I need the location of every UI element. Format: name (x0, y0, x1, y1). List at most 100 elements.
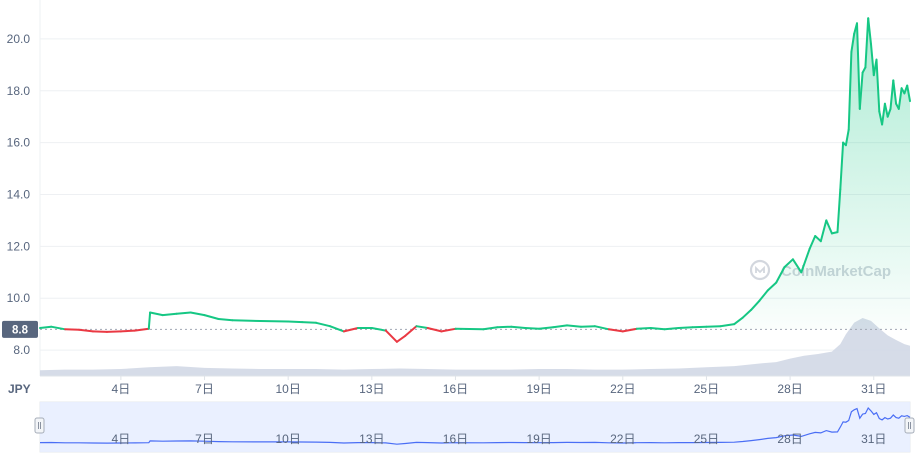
price-line-segment (415, 325, 429, 329)
current-price-label: 8.8 (12, 324, 29, 336)
price-line-segment (593, 325, 610, 331)
price-line-segment (870, 43, 875, 77)
price-line-segment (621, 327, 638, 333)
range-navigator[interactable]: 4日 7日 10日 13日 16日 19日 22日 25日 28日 31日 (34, 401, 915, 453)
currency-label: JPY (8, 382, 31, 396)
price-line-segment (858, 71, 864, 110)
price-line-segment (635, 327, 652, 330)
price-line-segment (50, 325, 67, 331)
price-line-segment (677, 326, 694, 329)
navigator-line (39, 406, 911, 445)
navigator-tick-label: 16日 (443, 432, 468, 446)
x-tick-label: 7日 (195, 382, 214, 396)
y-axis: 8.0 10.0 12.0 14.0 16.0 18.0 20.0 (7, 32, 31, 357)
price-line-segment (580, 325, 596, 328)
price-line-segment (231, 319, 262, 322)
price-line-segment (203, 314, 220, 320)
price-line-segment (147, 311, 152, 330)
price-line-segment (844, 128, 850, 147)
y-tick-label: 20.0 (7, 32, 31, 46)
navigator-selection[interactable] (40, 402, 910, 452)
navigator-tick-label: 31日 (861, 432, 886, 446)
price-line-segment (897, 87, 903, 110)
price-line-segment (607, 328, 624, 333)
price-line-segment (426, 327, 443, 333)
current-price-tag: 8.8 (2, 320, 38, 338)
price-line-segment (856, 22, 861, 110)
price-line-segment (315, 321, 331, 328)
x-tick-label: 16日 (443, 382, 468, 396)
navigator-tick-label: 4日 (112, 432, 131, 446)
price-line-segment (384, 329, 398, 343)
coinmarketcap-logo-icon (749, 259, 771, 281)
price-line-segment (733, 316, 744, 326)
navigator-tick-label: 22日 (610, 432, 635, 446)
price-line-segment (705, 325, 722, 328)
price-line-segment (524, 327, 541, 330)
navigator-left-handle[interactable] (34, 417, 45, 434)
x-tick-label: 25日 (694, 382, 719, 396)
x-tick-label: 4日 (112, 382, 131, 396)
price-line-segment (175, 311, 192, 315)
price-line-segment (395, 334, 407, 343)
price-line-segment (741, 308, 753, 319)
price-line-segment (758, 289, 769, 302)
price-line-segment (850, 32, 856, 53)
y-tick-label: 18.0 (7, 84, 31, 98)
price-line-segment (783, 258, 794, 269)
price-line-segment (825, 219, 833, 235)
price-line-segment (883, 102, 889, 118)
price-line-segment (217, 318, 234, 322)
volume-bars (40, 318, 910, 376)
gridlines (40, 38, 910, 351)
price-line-segment (454, 327, 485, 331)
price-line-segment (39, 325, 53, 329)
price-line-segment (766, 281, 778, 292)
navigator-tick-label: 28日 (777, 432, 802, 446)
price-line-segment (839, 141, 845, 191)
price-line-segment (889, 79, 895, 110)
price-line-segment (161, 312, 178, 317)
price-line-segment (892, 79, 898, 105)
price-line-segment (482, 326, 499, 331)
navigator-tick-label: 25日 (694, 432, 719, 446)
price-line (39, 17, 911, 343)
price-line-segment (440, 327, 457, 333)
price-line-segment (259, 320, 290, 323)
price-line-segment (538, 326, 555, 330)
price-line-segment (867, 17, 872, 46)
price-line-segment (814, 235, 822, 243)
y-tick-label: 16.0 (7, 136, 31, 150)
navigator-tick-label: 10日 (275, 432, 300, 446)
price-line-segment (287, 320, 304, 324)
price-line-segment (566, 324, 582, 328)
price-line-segment (64, 328, 80, 331)
price-line-segment (864, 17, 870, 69)
price-line-segment (552, 324, 568, 329)
price-line-segment (775, 266, 786, 284)
price-line-segment (791, 258, 803, 274)
price-line-segment (133, 327, 150, 332)
x-tick-label: 10日 (275, 382, 300, 396)
price-line-segment (105, 330, 122, 333)
price-line-segment (149, 311, 164, 317)
price-line-segment (404, 325, 418, 337)
price-line-segment (119, 329, 136, 333)
price-line-segment (78, 328, 94, 333)
price-line-segment (496, 325, 513, 329)
y-tick-label: 12.0 (7, 239, 31, 253)
price-line-segment (691, 325, 708, 329)
price-line-segment (370, 327, 387, 332)
x-tick-label: 22日 (610, 382, 635, 396)
y-tick-label: 10.0 (7, 291, 31, 305)
price-line-segment (649, 327, 666, 331)
price-line-segment (836, 188, 842, 234)
navigator-right-handle[interactable] (904, 417, 915, 434)
x-tick-label: 31日 (861, 382, 886, 396)
price-line-segment (342, 327, 359, 333)
price-line-segment (875, 58, 881, 113)
price-line-segment (92, 330, 108, 333)
x-tick-label: 13日 (359, 382, 384, 396)
